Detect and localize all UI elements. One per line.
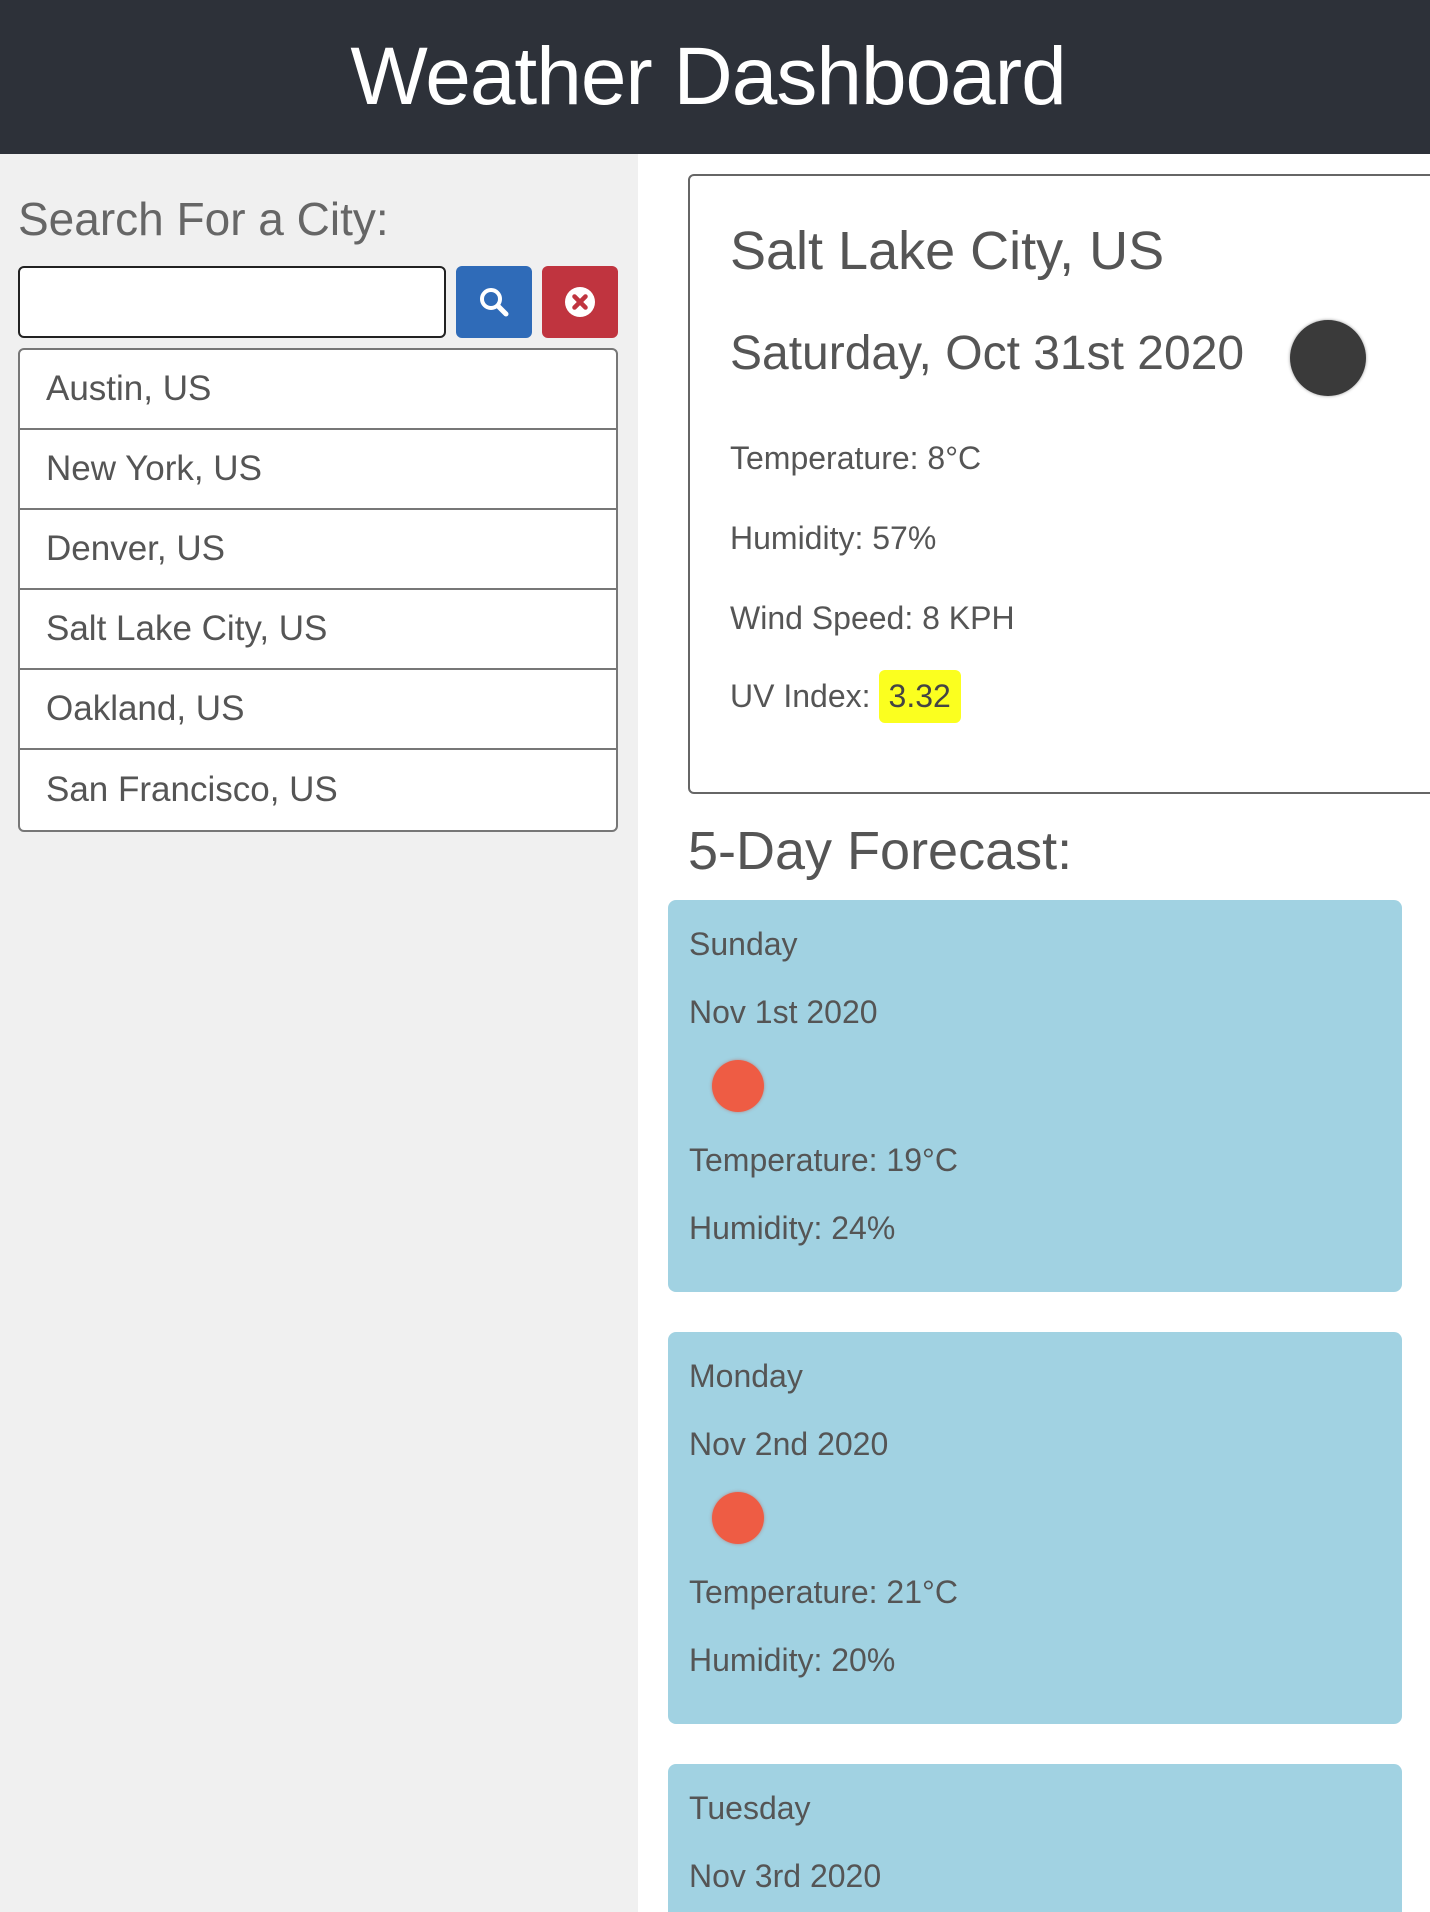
forecast-card: Monday Nov 2nd 2020 Temperature: 21°C Hu…: [668, 1332, 1402, 1724]
uv-index-badge: 3.32: [878, 670, 961, 723]
forecast-day: Tuesday: [689, 1790, 811, 1826]
forecast-date: Nov 2nd 2020: [689, 1426, 889, 1462]
forecast-temperature: Temperature: 21°C: [689, 1574, 958, 1610]
city-history-item[interactable]: Denver, US: [20, 510, 616, 590]
current-uv-row: UV Index: 3.32: [730, 670, 961, 723]
app-header: Weather Dashboard: [0, 0, 1430, 154]
forecast-title: 5-Day Forecast:: [688, 821, 1073, 881]
weather-icon: [712, 1060, 764, 1112]
city-history-item[interactable]: San Francisco, US: [46, 770, 338, 809]
forecast-day: Sunday: [689, 926, 798, 962]
sidebar: Search For a City: Austin, US New York, …: [0, 154, 638, 1912]
current-date: Saturday, Oct 31st 2020: [730, 327, 1245, 380]
current-weather-card: Salt Lake City, US Saturday, Oct 31st 20…: [688, 174, 1430, 794]
current-humidity: Humidity: 57%: [730, 520, 937, 556]
weather-icon: [712, 1492, 764, 1544]
clear-history-button[interactable]: [542, 266, 618, 338]
forecast-date: Nov 3rd 2020: [689, 1858, 882, 1894]
city-history-item[interactable]: New York, US: [20, 430, 616, 510]
forecast-card: Sunday Nov 1st 2020 Temperature: 19°C Hu…: [668, 900, 1402, 1292]
forecast-humidity: Humidity: 24%: [689, 1210, 896, 1246]
city-search-input[interactable]: [18, 266, 446, 338]
city-history-item[interactable]: Oakland, US: [20, 670, 616, 750]
city-history-item[interactable]: Salt Lake City, US: [20, 590, 616, 670]
search-title: Search For a City:: [18, 193, 389, 245]
city-history-item[interactable]: Austin, US: [20, 350, 616, 430]
forecast-temperature: Temperature: 19°C: [689, 1142, 958, 1178]
current-wind-speed: Wind Speed: 8 KPH: [730, 600, 1015, 636]
forecast-date: Nov 1st 2020: [689, 994, 878, 1030]
uv-index-label: UV Index:: [730, 678, 871, 714]
city-history-list: Austin, US New York, US Denver, US Salt …: [18, 348, 618, 832]
forecast-card: Tuesday Nov 3rd 2020: [668, 1764, 1402, 1912]
forecast-day: Monday: [689, 1358, 803, 1394]
search-icon: [480, 288, 509, 317]
times-circle-icon: [565, 287, 595, 317]
current-temperature: Temperature: 8°C: [730, 440, 982, 476]
weather-icon: [1290, 320, 1366, 396]
search-button[interactable]: [456, 266, 532, 338]
forecast-humidity: Humidity: 20%: [689, 1642, 896, 1678]
current-city-name: Salt Lake City, US: [730, 221, 1165, 281]
page-title: Weather Dashboard: [350, 31, 1066, 122]
